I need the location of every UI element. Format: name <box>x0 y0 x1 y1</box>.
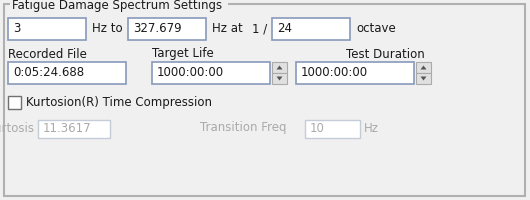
Text: Hz to: Hz to <box>92 22 122 36</box>
FancyBboxPatch shape <box>8 96 21 109</box>
FancyBboxPatch shape <box>152 62 270 84</box>
Text: Transition Freq: Transition Freq <box>200 121 287 134</box>
FancyBboxPatch shape <box>10 1 228 10</box>
Text: Hz at: Hz at <box>212 22 243 36</box>
Text: Hz: Hz <box>364 121 379 134</box>
FancyBboxPatch shape <box>8 18 86 40</box>
FancyBboxPatch shape <box>272 18 350 40</box>
Polygon shape <box>277 76 282 80</box>
Text: 327.679: 327.679 <box>133 22 182 36</box>
FancyBboxPatch shape <box>38 120 110 138</box>
FancyBboxPatch shape <box>4 4 525 196</box>
Text: 3: 3 <box>13 22 20 36</box>
FancyBboxPatch shape <box>8 62 126 84</box>
Text: Test Duration: Test Duration <box>346 47 425 60</box>
FancyBboxPatch shape <box>128 18 206 40</box>
FancyBboxPatch shape <box>416 73 431 84</box>
Text: octave: octave <box>356 22 396 36</box>
Text: Fatigue Damage Spectrum Settings: Fatigue Damage Spectrum Settings <box>12 0 222 11</box>
Polygon shape <box>420 76 427 80</box>
Text: 1 /: 1 / <box>252 22 267 36</box>
Text: Kurtosis: Kurtosis <box>0 121 35 134</box>
Text: 0:05:24.688: 0:05:24.688 <box>13 66 84 79</box>
FancyBboxPatch shape <box>296 62 414 84</box>
FancyBboxPatch shape <box>272 73 287 84</box>
Polygon shape <box>277 66 282 70</box>
FancyBboxPatch shape <box>272 62 287 73</box>
Text: Kurtosion(R) Time Compression: Kurtosion(R) Time Compression <box>26 96 212 109</box>
Text: Recorded File: Recorded File <box>8 47 87 60</box>
Text: Target Life: Target Life <box>152 47 214 60</box>
Text: 24: 24 <box>277 22 292 36</box>
Text: 10: 10 <box>310 122 325 136</box>
Text: 1000:00:00: 1000:00:00 <box>301 66 368 79</box>
FancyBboxPatch shape <box>305 120 360 138</box>
Text: 11.3617: 11.3617 <box>43 122 92 136</box>
Text: 1000:00:00: 1000:00:00 <box>157 66 224 79</box>
FancyBboxPatch shape <box>416 62 431 73</box>
Polygon shape <box>420 66 427 70</box>
